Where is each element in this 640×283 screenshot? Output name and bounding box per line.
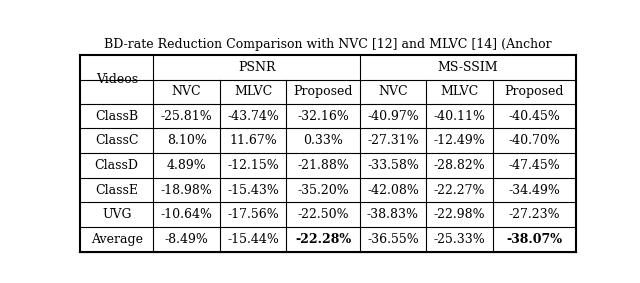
Text: -17.56%: -17.56%: [227, 208, 279, 221]
Text: -32.16%: -32.16%: [297, 110, 349, 123]
Text: -22.98%: -22.98%: [434, 208, 485, 221]
Text: -22.27%: -22.27%: [434, 184, 485, 197]
Text: 0.33%: 0.33%: [303, 134, 343, 147]
Text: ClassE: ClassE: [95, 184, 138, 197]
Text: Proposed: Proposed: [293, 85, 353, 98]
Text: -27.23%: -27.23%: [509, 208, 560, 221]
Text: -21.88%: -21.88%: [297, 159, 349, 172]
Text: -43.74%: -43.74%: [227, 110, 279, 123]
Text: -22.50%: -22.50%: [297, 208, 349, 221]
Text: MS-SSIM: MS-SSIM: [438, 61, 498, 74]
Text: ClassD: ClassD: [95, 159, 139, 172]
Text: -15.44%: -15.44%: [227, 233, 279, 246]
Text: Videos: Videos: [95, 73, 138, 86]
Text: -27.31%: -27.31%: [367, 134, 419, 147]
Text: -15.43%: -15.43%: [227, 184, 279, 197]
Text: -40.45%: -40.45%: [508, 110, 560, 123]
Text: -40.97%: -40.97%: [367, 110, 419, 123]
Text: NVC: NVC: [378, 85, 408, 98]
Text: UVG: UVG: [102, 208, 131, 221]
Text: NVC: NVC: [172, 85, 202, 98]
Text: -47.45%: -47.45%: [508, 159, 560, 172]
Text: 4.89%: 4.89%: [167, 159, 207, 172]
Text: PSNR: PSNR: [238, 61, 275, 74]
Text: -35.20%: -35.20%: [297, 184, 349, 197]
Text: -38.83%: -38.83%: [367, 208, 419, 221]
Text: 8.10%: 8.10%: [166, 134, 207, 147]
Text: -33.58%: -33.58%: [367, 159, 419, 172]
Text: -22.28%: -22.28%: [295, 233, 351, 246]
Text: -28.82%: -28.82%: [433, 159, 485, 172]
Text: -40.11%: -40.11%: [433, 110, 486, 123]
Text: -36.55%: -36.55%: [367, 233, 419, 246]
Text: -12.15%: -12.15%: [227, 159, 279, 172]
Text: 11.67%: 11.67%: [229, 134, 277, 147]
Text: -8.49%: -8.49%: [164, 233, 209, 246]
Text: -42.08%: -42.08%: [367, 184, 419, 197]
Text: -34.49%: -34.49%: [508, 184, 560, 197]
Text: -40.70%: -40.70%: [508, 134, 560, 147]
Text: -25.81%: -25.81%: [161, 110, 212, 123]
Text: ClassC: ClassC: [95, 134, 138, 147]
Text: Proposed: Proposed: [504, 85, 564, 98]
Text: -10.64%: -10.64%: [161, 208, 212, 221]
Text: -18.98%: -18.98%: [161, 184, 212, 197]
Text: -25.33%: -25.33%: [433, 233, 485, 246]
Text: -38.07%: -38.07%: [506, 233, 563, 246]
Text: -12.49%: -12.49%: [433, 134, 485, 147]
Text: BD-rate Reduction Comparison with NVC [12] and MLVC [14] (Anchor: BD-rate Reduction Comparison with NVC [1…: [104, 38, 552, 51]
Text: MLVC: MLVC: [440, 85, 479, 98]
Text: ClassB: ClassB: [95, 110, 138, 123]
Text: MLVC: MLVC: [234, 85, 272, 98]
Text: Average: Average: [91, 233, 143, 246]
